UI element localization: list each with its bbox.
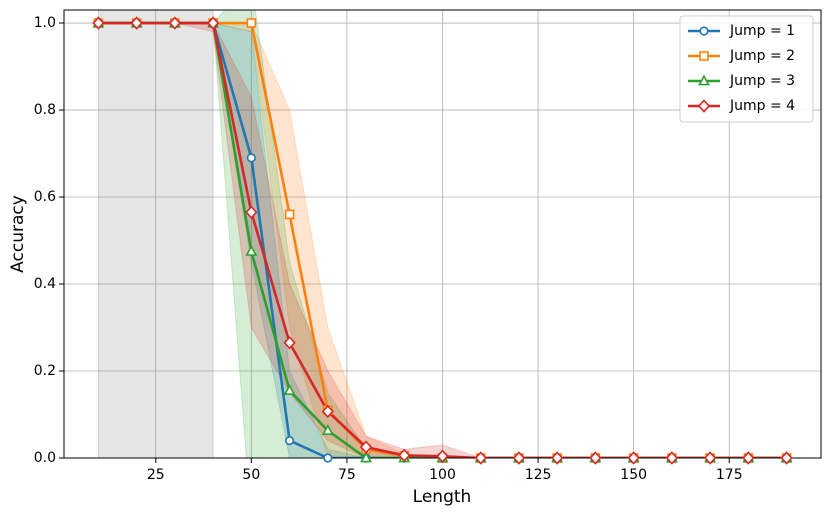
marker [207,16,220,30]
legend-label: Jump = 4 [729,98,795,114]
legend-label: Jump = 1 [729,23,795,39]
marker [698,74,710,86]
marker [284,436,295,446]
marker [168,16,181,30]
confidence-band [98,22,787,458]
marker [474,451,487,465]
plot-area [97,10,787,458]
confidence-band [98,22,787,458]
marker [697,99,711,113]
marker [246,18,257,28]
y-tick-label: 1.0 [34,15,56,31]
x-tick-label: 25 [147,467,165,483]
marker [92,16,105,30]
legend: Jump = 1 Jump = 2 Jump = 3 Jump = 4 [679,15,814,123]
x-tick-label: 150 [620,467,647,483]
legend-label: Jump = 2 [729,48,795,64]
marker [245,244,258,256]
ticks: 25 50 75 100 125 150 175 0.0 0.2 0.4 0.6 0.8 1.0 [34,15,743,483]
marker [284,209,295,220]
y-tick-label: 0.0 [34,450,56,466]
marker [398,448,411,463]
marker [246,153,256,163]
marker [665,451,678,465]
marker [359,440,373,454]
marker [780,451,793,465]
marker [699,51,709,61]
x-axis-label: Length [413,487,472,507]
x-tick-label: 100 [429,467,456,483]
marker [283,384,296,395]
marker [283,336,296,350]
marker [589,451,602,465]
y-tick-label: 0.4 [34,276,56,292]
marker [245,205,258,219]
marker [742,451,755,465]
marker [130,16,143,30]
marker [551,451,564,465]
marker [704,451,717,465]
x-tick-label: 175 [716,467,743,483]
legend-label: Jump = 3 [729,73,795,89]
x-tick-label: 75 [338,467,356,483]
legend-box [679,15,814,123]
marker [699,26,709,36]
y-tick-label: 0.8 [34,102,56,118]
marker [627,451,640,465]
marker [321,424,334,435]
marker [321,404,334,419]
marker [323,453,333,463]
shaded-span [97,10,214,458]
marker [436,449,449,463]
y-tick-label: 0.6 [34,189,56,205]
x-tick-label: 125 [525,467,552,483]
confidence-band [98,22,787,458]
x-tick-label: 50 [242,467,260,483]
y-tick-label: 0.2 [34,363,56,379]
marker [360,451,372,463]
y-axis-label: Accuracy [8,195,28,273]
marker [512,451,526,465]
